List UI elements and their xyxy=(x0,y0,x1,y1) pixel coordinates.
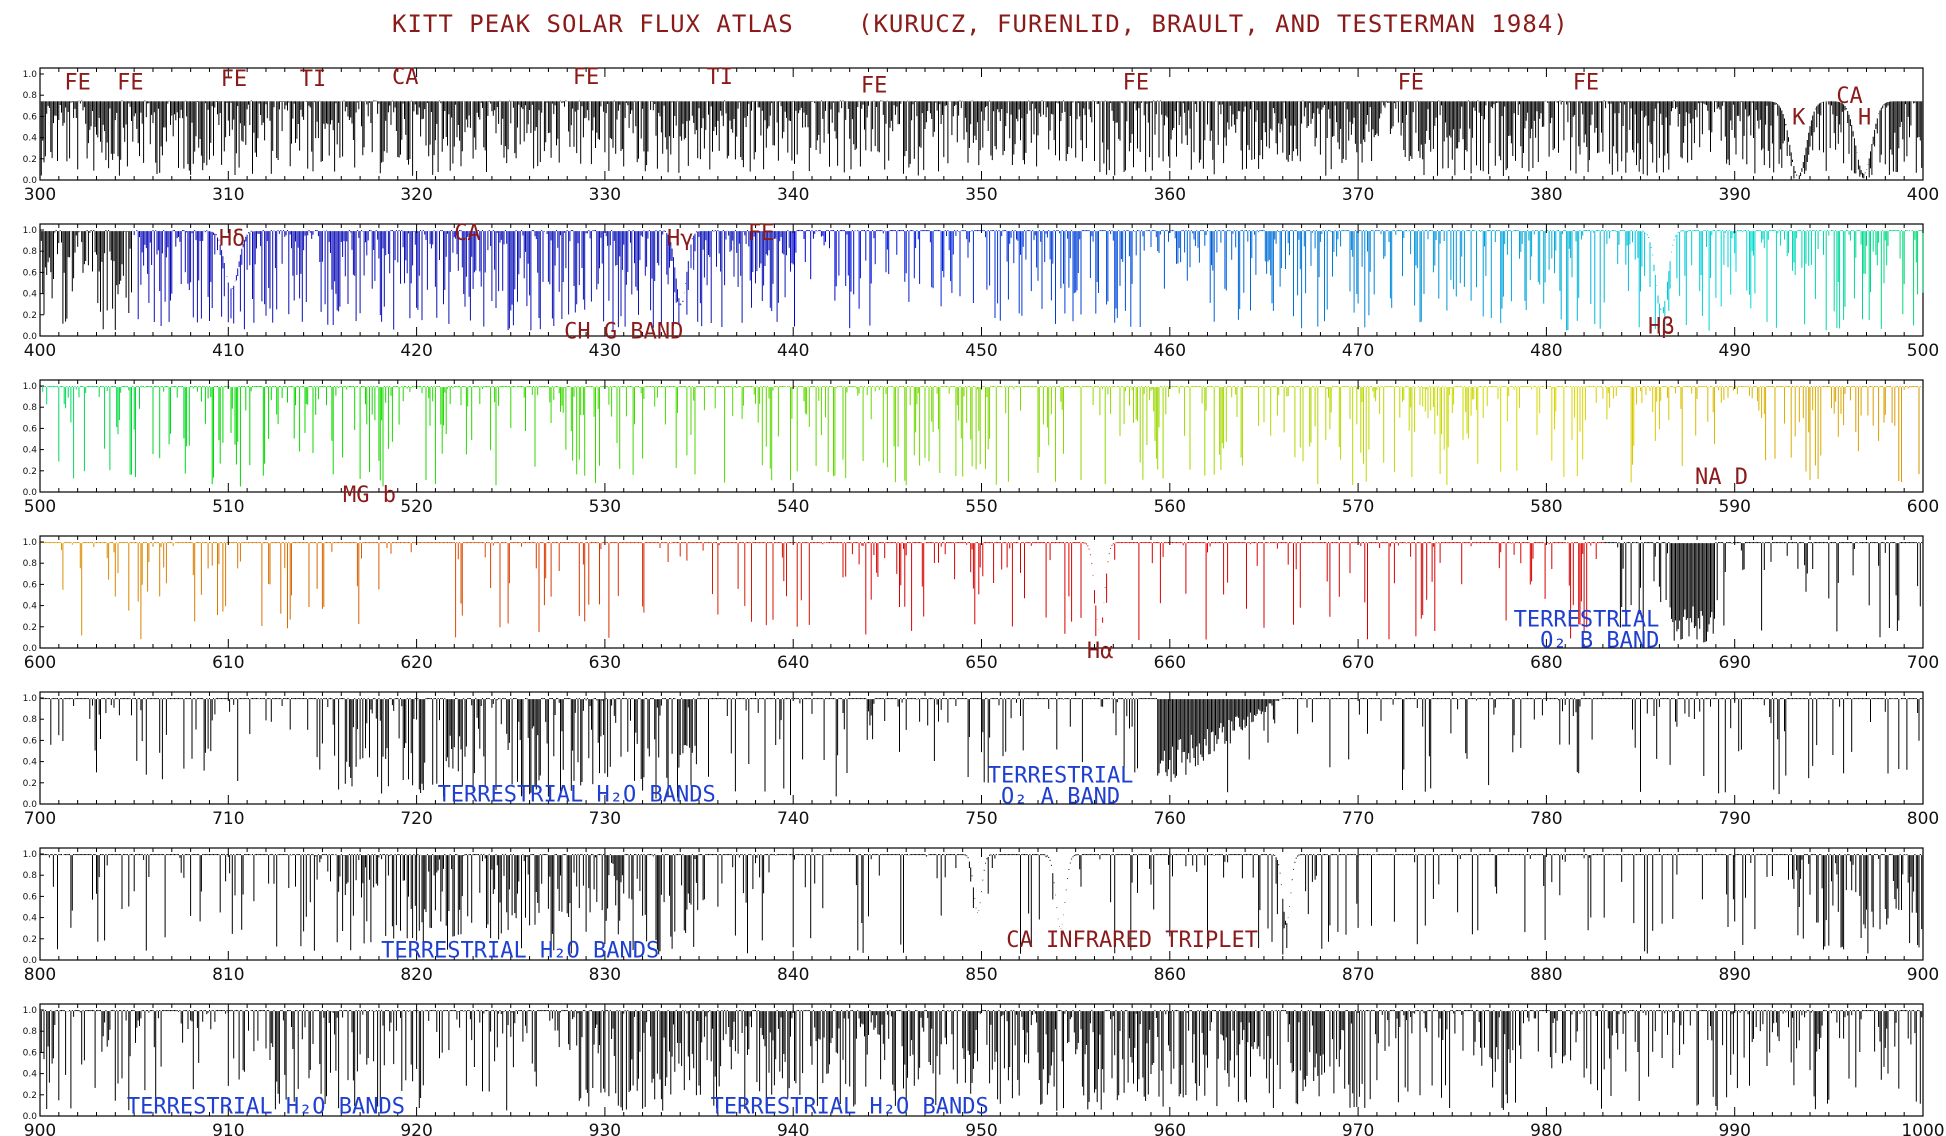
x-tick-label: 440 xyxy=(777,341,809,361)
annotation-label: FE xyxy=(573,65,600,90)
x-tick-label: 420 xyxy=(400,341,432,361)
annotation-label: Hδ xyxy=(219,226,246,251)
y-tick-label: 0.2 xyxy=(23,467,37,477)
y-tick-label: 1.0 xyxy=(23,70,38,80)
annotation-label: CA xyxy=(1836,84,1863,109)
x-tick-label: 340 xyxy=(777,185,809,205)
y-tick-label: 0.2 xyxy=(23,155,37,165)
annotation-label: CA xyxy=(392,65,419,90)
x-tick-label: 410 xyxy=(212,341,244,361)
x-tick-label: 460 xyxy=(1154,341,1186,361)
x-tick-label: 520 xyxy=(400,497,432,517)
x-tick-label: 300 xyxy=(24,185,56,205)
annotation-label: FE xyxy=(1573,70,1600,95)
x-tick-label: 430 xyxy=(589,341,621,361)
spectrum-series xyxy=(39,75,1924,180)
spectrum-series xyxy=(39,542,1924,643)
y-tick-label: 1.0 xyxy=(23,226,38,236)
annotation-label: NA D xyxy=(1695,465,1748,490)
annotation-label: H xyxy=(1858,105,1871,130)
y-tick-label: 0.6 xyxy=(23,268,38,278)
x-tick-label: 510 xyxy=(212,497,244,517)
y-tick-label: 0.0 xyxy=(23,488,38,498)
x-tick-label: 550 xyxy=(965,497,997,517)
spectrum-panels: 0.0 0.2 0.4 0.6 0.8 1.0 300 310 320 330 340 350 360 3… xyxy=(23,65,1945,1136)
annotation-label: FE xyxy=(1398,70,1425,95)
x-tick-label: 580 xyxy=(1530,497,1562,517)
y-tick-label: 0.8 xyxy=(23,91,38,101)
spectrum-series xyxy=(39,230,1924,331)
x-tick-label: 560 xyxy=(1154,497,1186,517)
annotation-label: CA xyxy=(454,221,481,246)
annotation-label: FE xyxy=(64,70,91,95)
annotation-label: TI xyxy=(300,67,327,92)
x-tick-label: 390 xyxy=(1718,185,1750,205)
annotation-label: FE xyxy=(221,67,248,92)
annotation-label: Hβ xyxy=(1648,314,1675,339)
y-tick-label: 0.4 xyxy=(23,446,38,456)
chart-title: KITT PEAK SOLAR FLUX ATLAS xyxy=(392,10,794,38)
x-tick-label: 500 xyxy=(1907,341,1939,361)
annotation-label: FE xyxy=(748,221,775,246)
x-tick-label: 500 xyxy=(24,497,56,517)
x-tick-label: 360 xyxy=(1154,185,1186,205)
x-tick-label: 600 xyxy=(1907,497,1939,517)
x-tick-label: 400 xyxy=(24,341,56,361)
x-tick-label: 320 xyxy=(400,185,432,205)
annotation-label: FE xyxy=(117,70,144,95)
annotation-label: FE xyxy=(861,74,888,99)
spectrum-panel: 0.0 0.2 0.4 0.6 0.8 1.0 300 310 320 330 340 350 360 3… xyxy=(23,65,1940,205)
x-tick-label: 370 xyxy=(1342,185,1374,205)
annotation-label: TI xyxy=(707,65,734,90)
y-tick-label: 0.8 xyxy=(23,247,38,257)
x-tick-label: 570 xyxy=(1342,497,1374,517)
x-tick-label: 310 xyxy=(212,185,244,205)
spectrum-series xyxy=(39,386,1924,487)
y-tick-label: 0.8 xyxy=(23,403,38,413)
x-tick-label: 350 xyxy=(965,185,997,205)
spectrum-panel: 0.0 0.2 0.4 0.6 0.8 1.0 400 410 420 430 440 450 460 4… xyxy=(23,221,1940,361)
x-tick-label: 400 xyxy=(1907,185,1939,205)
y-tick-label: 1.0 xyxy=(23,382,38,392)
annotation-label: Hγ xyxy=(667,226,694,251)
y-tick-label: 0.2 xyxy=(23,311,37,321)
x-tick-label: 590 xyxy=(1718,497,1750,517)
x-tick-label: 540 xyxy=(777,497,809,517)
y-tick-label: 0.4 xyxy=(23,134,38,144)
y-tick-label: 0.0 xyxy=(23,176,38,186)
x-tick-label: 490 xyxy=(1718,341,1750,361)
y-tick-label: 0.6 xyxy=(23,112,38,122)
x-tick-label: 450 xyxy=(965,341,997,361)
x-tick-label: 470 xyxy=(1342,341,1374,361)
x-tick-label: 480 xyxy=(1530,341,1562,361)
annotation-label: MG b xyxy=(343,483,396,508)
y-tick-label: 0.4 xyxy=(23,290,38,300)
x-tick-label: 330 xyxy=(589,185,621,205)
x-tick-label: 380 xyxy=(1530,185,1562,205)
annotation-label: FE xyxy=(1123,70,1150,95)
y-tick-label: 0.6 xyxy=(23,424,38,434)
spectrum-panel: 0.0 0.2 0.4 0.6 0.8 1.0 500 510 520 530 540 550 560 5… xyxy=(23,379,1939,517)
annotation-label: K xyxy=(1792,105,1806,130)
panel-frame xyxy=(39,379,1924,493)
y-tick-label: 0.0 xyxy=(23,332,38,342)
x-tick-label: 530 xyxy=(589,497,621,517)
chart-citation: (KURUCZ, FURENLID, BRAULT, AND TESTERMAN… xyxy=(858,10,1569,38)
annotation-label: CH G BAND xyxy=(564,320,683,345)
